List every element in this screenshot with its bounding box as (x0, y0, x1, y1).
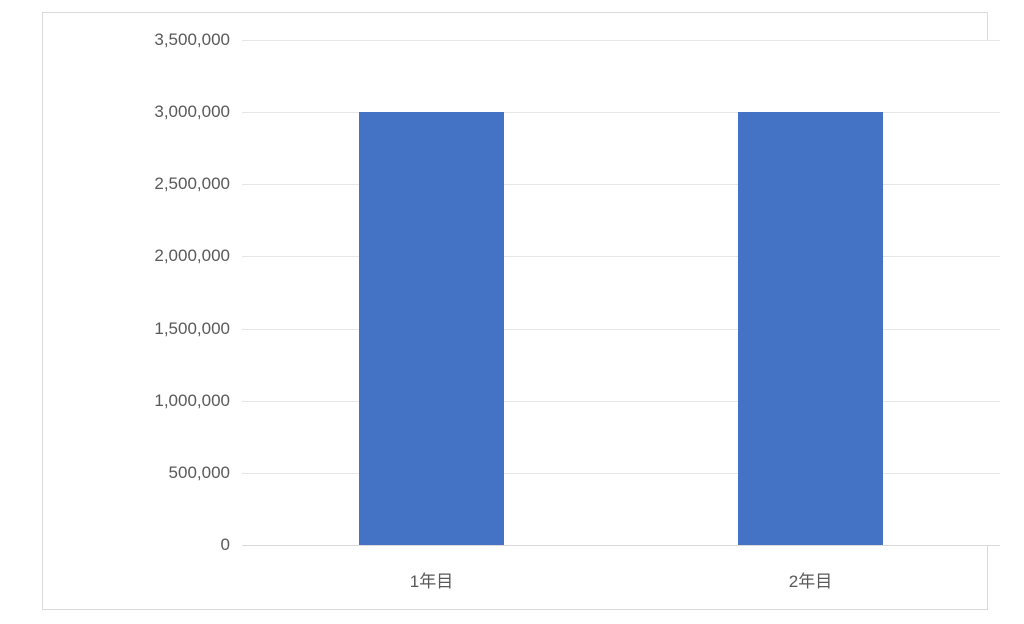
gridline (242, 329, 1000, 330)
y-tick-label: 500,000 (90, 463, 230, 483)
y-tick-label: 2,000,000 (90, 246, 230, 266)
gridline (242, 401, 1000, 402)
gridline (242, 473, 1000, 474)
y-tick-label: 1,000,000 (90, 391, 230, 411)
gridline (242, 112, 1000, 113)
bar (359, 112, 503, 545)
y-tick-label: 3,500,000 (90, 30, 230, 50)
gridline (242, 40, 1000, 41)
axis-baseline (242, 545, 1000, 546)
plot-area (242, 40, 1000, 545)
bar (738, 112, 882, 545)
y-tick-label: 2,500,000 (90, 174, 230, 194)
y-tick-label: 0 (90, 535, 230, 555)
y-tick-label: 3,000,000 (90, 102, 230, 122)
gridline (242, 184, 1000, 185)
y-tick-label: 1,500,000 (90, 319, 230, 339)
x-tick-label: 2年目 (789, 567, 832, 592)
x-tick-label: 1年目 (410, 567, 453, 592)
gridline (242, 256, 1000, 257)
